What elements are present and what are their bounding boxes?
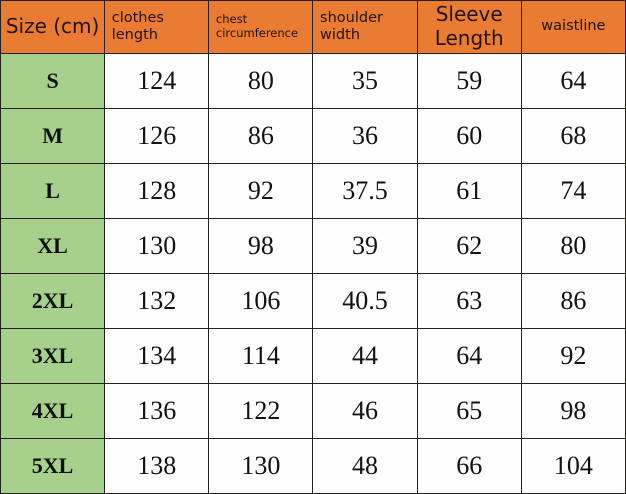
column-header-label: waistline [541,18,606,35]
size-cell: 4XL [0,383,106,439]
value-cell: 98 [208,218,314,274]
value-cell: 64 [520,53,626,109]
table-row-l: L 128 92 37.5 61 74 [0,163,626,219]
value-cell: 40.5 [312,273,418,329]
table-row-s: S 124 80 35 59 64 [0,53,626,109]
size-cell: 5XL [0,438,106,494]
value-cell: 134 [104,328,210,384]
value-cell: 36 [312,108,418,164]
size-cell: XL [0,218,106,274]
value-cell: 86 [520,273,626,329]
table-row-4xl: 4XL 136 122 46 65 98 [0,383,626,439]
value-cell: 60 [416,108,522,164]
size-cell: M [0,108,106,164]
value-cell: 130 [104,218,210,274]
value-cell: 59 [416,53,522,109]
table-row-5xl: 5XL 138 130 48 66 104 [0,438,626,494]
column-header-sleeve-length: Sleeve Length [416,0,522,54]
value-cell: 92 [208,163,314,219]
value-cell: 114 [208,328,314,384]
size-cell: L [0,163,106,219]
header-row: Size (cm) clothes length chest circumfer… [0,0,626,54]
value-cell: 65 [416,383,522,439]
table-row-2xl: 2XL 132 106 40.5 63 86 [0,273,626,329]
value-cell: 66 [416,438,522,494]
column-header-shoulder-width: shoulder width [312,0,418,54]
value-cell: 104 [520,438,626,494]
value-cell: 80 [208,53,314,109]
value-cell: 126 [104,108,210,164]
value-cell: 128 [104,163,210,219]
table-row-xl: XL 130 98 39 62 80 [0,218,626,274]
value-cell: 124 [104,53,210,109]
value-cell: 68 [520,108,626,164]
value-cell: 46 [312,383,418,439]
value-cell: 48 [312,438,418,494]
column-header-size: Size (cm) [0,0,106,54]
column-header-waistline: waistline [520,0,626,54]
column-header-label: shoulder width [320,9,383,43]
column-header-chest-circumference: chest circumference [208,0,314,54]
table-row-m: M 126 86 36 60 68 [0,108,626,164]
value-cell: 130 [208,438,314,494]
value-cell: 35 [312,53,418,109]
value-cell: 44 [312,328,418,384]
value-cell: 37.5 [312,163,418,219]
table-header: Size (cm) clothes length chest circumfer… [0,0,626,54]
value-cell: 138 [104,438,210,494]
value-cell: 86 [208,108,314,164]
table-body: S 124 80 35 59 64 M 126 86 36 60 68 L 12… [0,53,626,494]
column-header-label: chest circumference [215,12,299,40]
value-cell: 62 [416,218,522,274]
value-cell: 106 [208,273,314,329]
value-cell: 61 [416,163,522,219]
value-cell: 136 [104,383,210,439]
value-cell: 122 [208,383,314,439]
column-header-label: Size (cm) [5,14,100,39]
value-cell: 63 [416,273,522,329]
value-cell: 132 [104,273,210,329]
column-header-clothes-length: clothes length [104,0,210,54]
value-cell: 92 [520,328,626,384]
table-row-3xl: 3XL 134 114 44 64 92 [0,328,626,384]
value-cell: 74 [520,163,626,219]
column-header-label: Sleeve Length [434,2,504,50]
column-header-label: clothes length [111,9,164,43]
size-cell: 3XL [0,328,106,384]
value-cell: 80 [520,218,626,274]
value-cell: 39 [312,218,418,274]
size-cell: 2XL [0,273,106,329]
size-cell: S [0,53,106,109]
value-cell: 98 [520,383,626,439]
value-cell: 64 [416,328,522,384]
